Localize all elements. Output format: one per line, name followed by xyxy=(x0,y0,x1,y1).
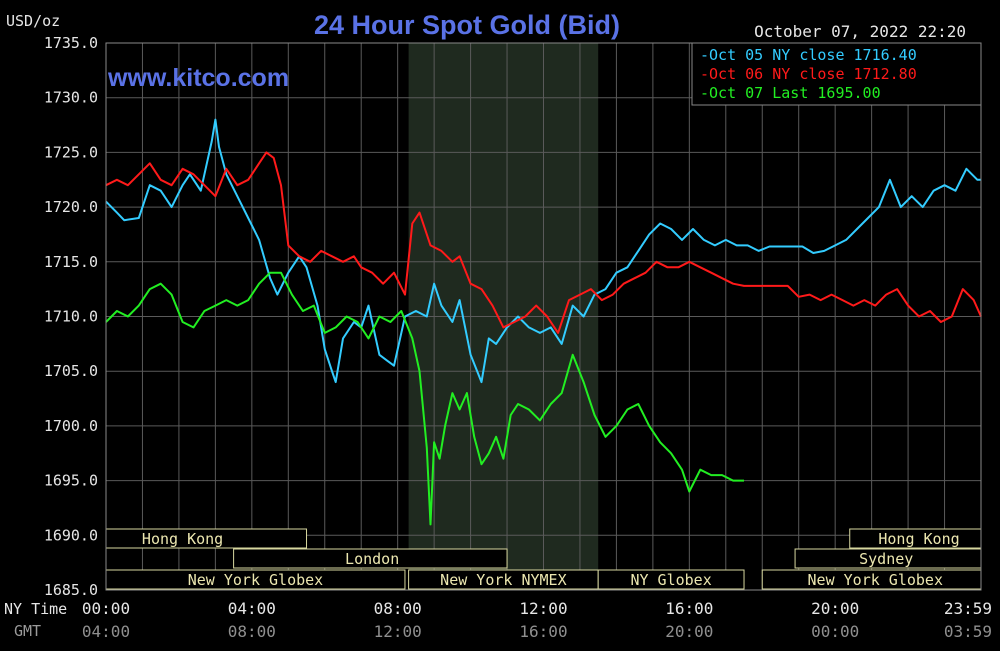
x-row-label-ny: NY Time xyxy=(4,600,67,618)
session-label: New York NYMEX xyxy=(440,571,566,589)
session-label: NY Globex xyxy=(630,571,711,589)
y-tick-label: 1700.0 xyxy=(44,417,98,435)
y-tick-label: 1690.0 xyxy=(44,526,98,544)
y-tick-label: 1685.0 xyxy=(44,581,98,599)
legend: -Oct 05 NY close 1716.40-Oct 06 NY close… xyxy=(691,42,982,106)
y-tick-label: 1725.0 xyxy=(44,143,98,161)
legend-box xyxy=(691,42,982,106)
session-label: Hong Kong xyxy=(878,530,959,548)
x-tick-label-gmt: 03:59 xyxy=(944,622,992,641)
series-line-oct-05 xyxy=(105,118,981,384)
x-tick-label-ny: 04:00 xyxy=(228,599,276,618)
x-tick-label-gmt: 04:00 xyxy=(82,622,130,641)
x-tick-label-ny: 23:59 xyxy=(944,599,992,618)
y-tick-label: 1710.0 xyxy=(44,308,98,326)
x-tick-label-gmt: 00:00 xyxy=(811,622,859,641)
x-tick-label-ny: 16:00 xyxy=(665,599,713,618)
session-label: New York Globex xyxy=(188,571,323,589)
session-label: Hong Kong xyxy=(142,530,223,548)
legend-entry: -Oct 07 Last 1695.00 xyxy=(700,84,881,102)
y-tick-label: 1720.0 xyxy=(44,198,98,216)
y-tick-label: 1735.0 xyxy=(44,34,98,52)
y-tick-label: 1730.0 xyxy=(44,89,98,107)
x-tick-label-gmt: 20:00 xyxy=(665,622,713,641)
legend-entry: -Oct 06 NY close 1712.80 xyxy=(700,65,917,83)
x-tick-label-gmt: 12:00 xyxy=(374,622,422,641)
y-axis-unit-label: USD/oz xyxy=(6,12,60,30)
session-label: Sydney xyxy=(859,550,913,568)
x-tick-label-ny: 20:00 xyxy=(811,599,859,618)
series-line-oct-07 xyxy=(105,271,744,526)
x-row-label-gmt: GMT xyxy=(14,622,41,640)
x-tick-label-ny: 08:00 xyxy=(374,599,422,618)
chart-title: 24 Hour Spot Gold (Bid) xyxy=(314,10,620,40)
x-tick-label-gmt: 16:00 xyxy=(519,622,567,641)
x-tick-label-ny: 00:00 xyxy=(82,599,130,618)
timestamp: October 07, 2022 22:20 xyxy=(754,22,966,41)
y-tick-label: 1695.0 xyxy=(44,472,98,490)
x-tick-label-gmt: 08:00 xyxy=(228,622,276,641)
session-label: New York Globex xyxy=(808,571,943,589)
series-line-oct-06 xyxy=(105,151,982,334)
y-tick-label: 1715.0 xyxy=(44,253,98,271)
x-tick-label-ny: 12:00 xyxy=(519,599,567,618)
plot-frame xyxy=(105,42,982,591)
session-bar xyxy=(233,548,508,569)
legend-entry: -Oct 05 NY close 1716.40 xyxy=(700,46,917,64)
session-bar xyxy=(597,569,745,590)
session-label: London xyxy=(345,550,399,568)
watermark: www.kitco.com xyxy=(107,64,289,92)
y-tick-label: 1705.0 xyxy=(44,362,98,380)
